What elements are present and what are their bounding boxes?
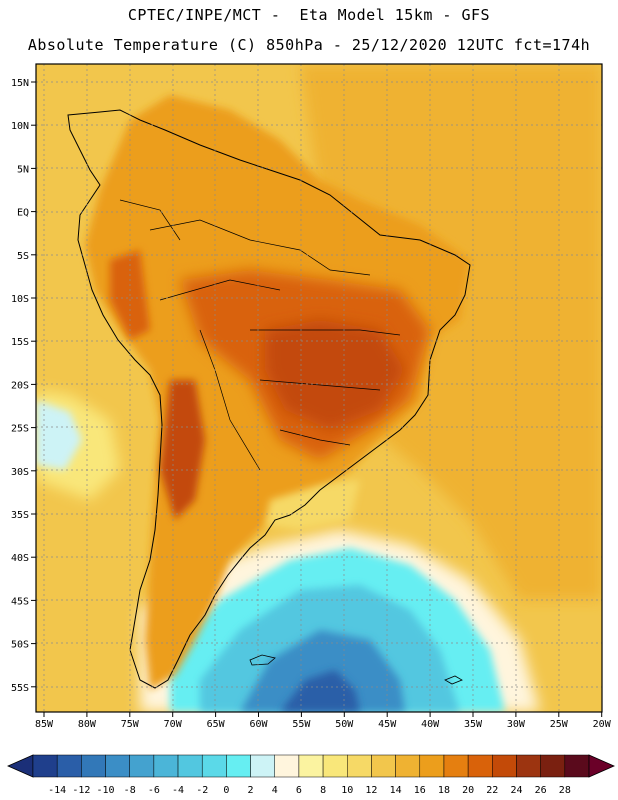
lon-label: 20W <box>593 719 612 730</box>
colorbar-swatch <box>81 754 106 778</box>
lat-label: 25S <box>11 424 29 435</box>
colorbar-swatch <box>395 754 421 778</box>
colorbar-label: 2 <box>248 785 254 796</box>
colorbar-label: 10 <box>341 785 353 796</box>
colorbar-label: 22 <box>486 785 498 796</box>
lat-label: 5N <box>17 164 29 175</box>
colorbar-swatch <box>129 754 155 778</box>
map-title-line2: Absolute Temperature (C) 850hPa - 25/12/… <box>27 36 591 54</box>
colorbar-label: -6 <box>148 785 160 796</box>
colorbar-label: 12 <box>365 785 377 796</box>
colorbar-swatch <box>492 754 517 778</box>
lat-label: 50S <box>11 640 29 651</box>
colorbar-label: -8 <box>124 785 136 796</box>
lon-label: 80W <box>78 719 97 730</box>
colorbar-label: 16 <box>414 785 426 796</box>
plot-frame <box>35 63 603 713</box>
colorbar-label: -2 <box>196 785 208 796</box>
colorbar-label: 26 <box>535 785 547 796</box>
colorbar-swatch <box>32 754 58 778</box>
lat-label: 20S <box>11 380 29 391</box>
lon-label: 60W <box>249 719 268 730</box>
latitude-axis: 15N 10N 5N EQ 5S 10S 15S 20S 25S 30S 35S 40S 45S 50S 5… <box>11 78 36 694</box>
colorbar-swatch <box>371 754 396 778</box>
colorbar-label: 4 <box>272 785 278 796</box>
colorbar-label: -12 <box>72 785 90 796</box>
colorbar-label: 20 <box>462 785 474 796</box>
lat-label: 45S <box>11 596 29 607</box>
colorbar-swatch <box>274 754 300 778</box>
colorbar-label: 0 <box>223 785 229 796</box>
colorbar-swatch <box>105 754 130 778</box>
lon-label: 50W <box>335 719 354 730</box>
colorbar-over-arrow <box>588 754 615 778</box>
colorbar-swatch <box>153 754 179 778</box>
colorbar-swatch <box>56 754 82 778</box>
lat-label: 55S <box>11 683 29 694</box>
colorbar-swatch <box>177 754 203 778</box>
colorbar-swatch <box>564 754 590 778</box>
lat-label: EQ <box>17 208 29 219</box>
colorbar-label: 24 <box>510 785 522 796</box>
lat-label: 10S <box>11 294 29 305</box>
colorbar-swatch <box>226 754 251 778</box>
colorbar-swatch <box>347 754 372 778</box>
lon-label: 75W <box>121 719 140 730</box>
colorbar-swatch <box>250 754 275 778</box>
grid <box>36 64 602 712</box>
lat-label: 30S <box>11 467 29 478</box>
colorbar-swatch <box>540 754 566 778</box>
colorbar-swatch <box>322 754 348 778</box>
lon-label: 30W <box>507 719 526 730</box>
lon-label: 85W <box>35 719 54 730</box>
map-title-line1: CPTEC/INPE/MCT - Eta Model 15km - GFS <box>127 6 491 24</box>
colorbar-label: 6 <box>296 785 302 796</box>
colorbar-label: -4 <box>172 785 184 796</box>
lon-label: 40W <box>421 719 440 730</box>
temperature-field <box>36 64 602 712</box>
lat-label: 40S <box>11 553 29 564</box>
lon-label: 65W <box>207 719 226 730</box>
colorbar: -14 -12 -10 -8 -6 -4 -2 0 2 4 6 8 10 12 14 16 18 20 22 24 26… <box>7 754 615 796</box>
colorbar-under-arrow <box>7 754 34 778</box>
colorbar-label: 28 <box>559 785 571 796</box>
colorbar-swatch <box>298 754 324 778</box>
lat-label: 35S <box>11 510 29 521</box>
colorbar-label: 18 <box>438 785 450 796</box>
lat-label: 15N <box>11 78 29 89</box>
lon-label: 70W <box>164 719 183 730</box>
lon-label: 25W <box>550 719 569 730</box>
colorbar-swatch <box>443 754 469 778</box>
lat-label: 10N <box>11 121 29 132</box>
colorbar-swatch <box>419 754 445 778</box>
colorbar-label: 14 <box>390 785 402 796</box>
longitude-axis: 85W 80W 75W 70W 65W 60W 55W 50W 45W 40W 35W 30W 25W 2… <box>35 712 612 730</box>
lon-label: 55W <box>292 719 311 730</box>
colorbar-label: 8 <box>320 785 326 796</box>
lon-label: 35W <box>464 719 483 730</box>
colorbar-swatch <box>201 754 227 778</box>
colorbar-swatch <box>516 754 541 778</box>
colorbar-swatch <box>467 754 493 778</box>
colorbar-label: -14 <box>48 785 66 796</box>
lon-label: 45W <box>378 719 397 730</box>
lat-label: 15S <box>11 337 29 348</box>
lat-label: 5S <box>17 251 29 262</box>
colorbar-label: -10 <box>96 785 114 796</box>
